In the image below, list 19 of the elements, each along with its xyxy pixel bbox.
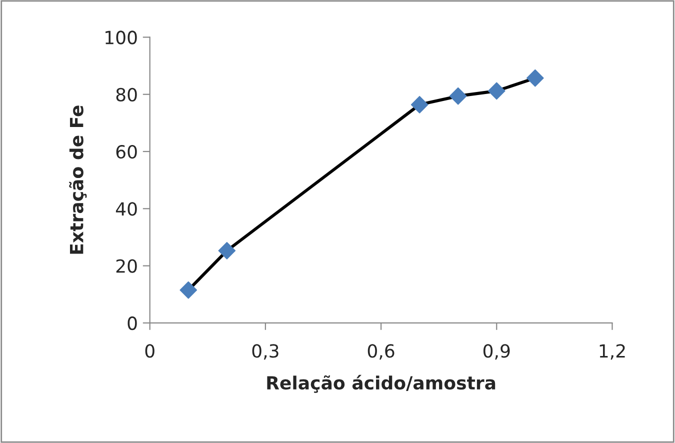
x-tick-label: 0,6 (368, 344, 394, 360)
x-axis-title: Relação ácido/amostra (267, 374, 496, 393)
point (449, 87, 467, 105)
x-tick-label: 0 (145, 344, 154, 358)
x-tick-label: 1,2 (600, 344, 625, 360)
point (218, 242, 236, 260)
y-tick-label: 100 (106, 30, 137, 44)
x-tick-label: 0,9 (483, 344, 510, 360)
point (410, 96, 428, 114)
point (526, 69, 544, 87)
x-tick-label: 0,3 (252, 344, 278, 360)
point (180, 281, 198, 299)
y-tick-label: 20 (116, 259, 137, 273)
y-axis-title: Extração de Fe (69, 106, 87, 254)
y-tick-label: 60 (116, 144, 137, 159)
y-tick-label: 40 (116, 202, 137, 216)
point (488, 82, 506, 100)
y-tick-label: 0 (128, 316, 137, 330)
y-tick-label: 80 (116, 88, 137, 102)
